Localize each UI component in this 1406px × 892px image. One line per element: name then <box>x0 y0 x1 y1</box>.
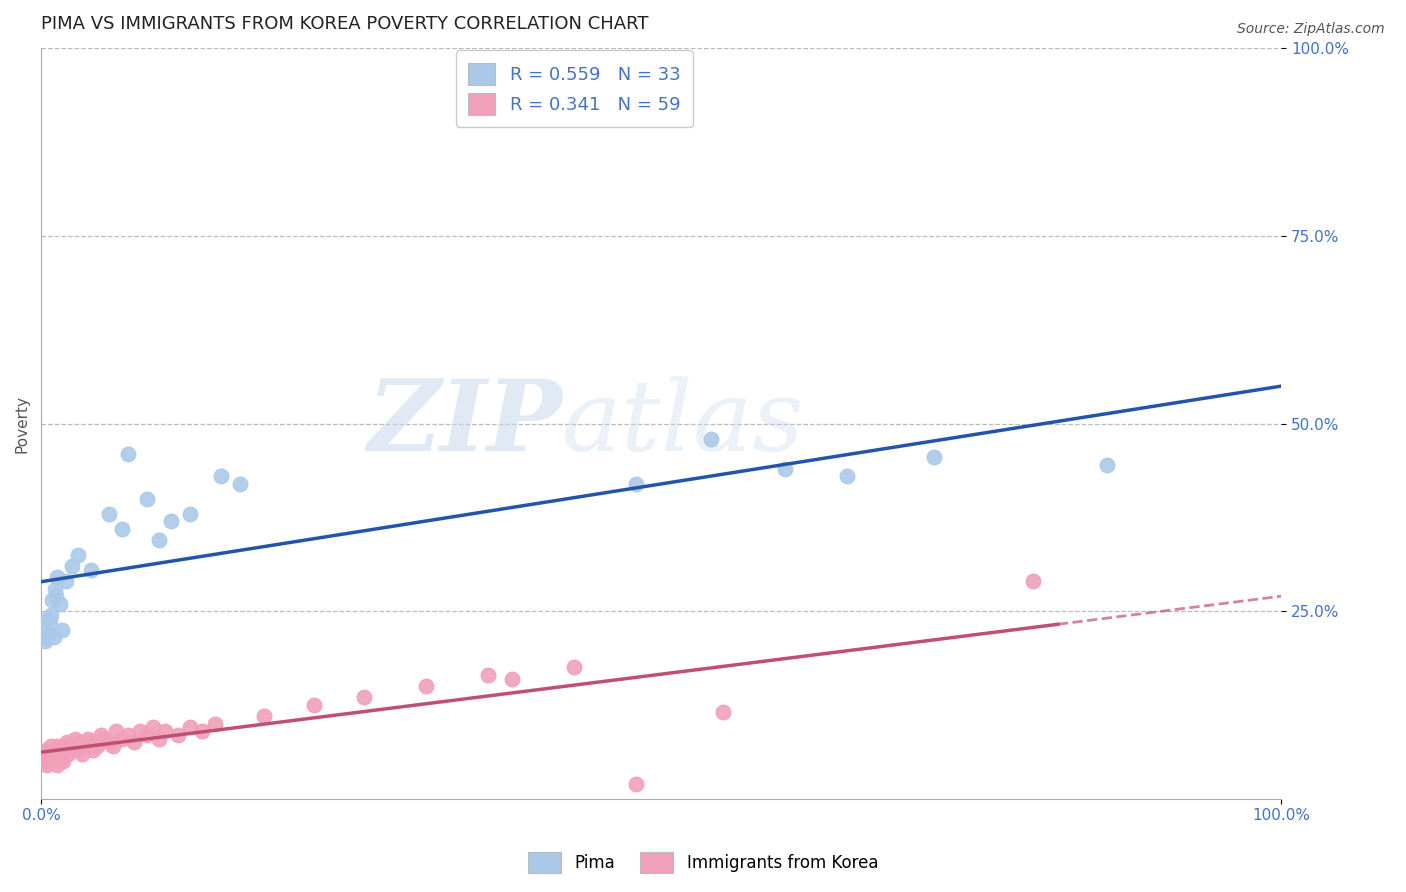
Legend: Pima, Immigrants from Korea: Pima, Immigrants from Korea <box>522 846 884 880</box>
Point <box>922 450 945 465</box>
Point <box>501 672 523 686</box>
Point <box>111 522 134 536</box>
Point <box>39 739 62 754</box>
Text: atlas: atlas <box>562 376 804 471</box>
Point <box>38 747 60 761</box>
Point <box>117 447 139 461</box>
Point <box>142 721 165 735</box>
Point <box>38 615 60 630</box>
Point <box>153 724 176 739</box>
Point <box>228 476 250 491</box>
Point <box>98 507 121 521</box>
Point <box>90 728 112 742</box>
Point <box>204 716 226 731</box>
Point <box>562 660 585 674</box>
Point <box>45 750 67 764</box>
Point <box>37 758 59 772</box>
Text: PIMA VS IMMIGRANTS FROM KOREA POVERTY CORRELATION CHART: PIMA VS IMMIGRANTS FROM KOREA POVERTY CO… <box>41 15 648 33</box>
Point <box>104 724 127 739</box>
Point <box>51 750 73 764</box>
Point <box>773 461 796 475</box>
Point <box>69 735 91 749</box>
Point <box>1097 458 1119 472</box>
Point <box>38 626 60 640</box>
Point <box>35 631 58 645</box>
Point <box>191 724 214 739</box>
Point <box>148 731 170 746</box>
Point <box>39 607 62 622</box>
Point <box>135 728 157 742</box>
Point <box>353 690 375 705</box>
Point <box>56 735 79 749</box>
Point <box>209 469 232 483</box>
Point <box>302 698 325 712</box>
Point <box>135 491 157 506</box>
Point <box>91 731 114 746</box>
Point <box>46 570 69 584</box>
Point <box>34 634 56 648</box>
Point <box>32 623 55 637</box>
Point <box>38 750 60 764</box>
Point <box>415 679 437 693</box>
Point <box>32 750 55 764</box>
Point <box>117 728 139 742</box>
Point <box>45 589 67 603</box>
Point <box>73 739 96 754</box>
Point <box>44 582 66 596</box>
Point <box>46 758 69 772</box>
Point <box>49 747 72 761</box>
Point <box>179 721 201 735</box>
Point <box>129 724 152 739</box>
Point <box>37 612 59 626</box>
Point <box>111 731 134 746</box>
Point <box>48 739 70 754</box>
Point <box>42 631 65 645</box>
Point <box>166 728 188 742</box>
Point <box>98 735 121 749</box>
Point <box>1022 574 1045 589</box>
Point <box>48 597 70 611</box>
Point <box>48 743 70 757</box>
Point <box>35 743 58 757</box>
Point <box>55 743 77 757</box>
Point <box>31 747 53 761</box>
Point <box>477 668 499 682</box>
Point <box>77 731 100 746</box>
Point <box>626 476 648 491</box>
Point <box>60 559 83 574</box>
Point <box>835 469 858 483</box>
Point <box>53 739 76 754</box>
Point <box>58 747 80 761</box>
Point <box>55 574 77 589</box>
Point <box>34 754 56 768</box>
Text: Source: ZipAtlas.com: Source: ZipAtlas.com <box>1237 22 1385 37</box>
Point <box>41 754 63 768</box>
Legend: R = 0.559   N = 33, R = 0.341   N = 59: R = 0.559 N = 33, R = 0.341 N = 59 <box>456 50 693 128</box>
Point <box>80 563 103 577</box>
Point <box>711 706 734 720</box>
Point <box>67 548 90 562</box>
Point <box>42 743 65 757</box>
Point <box>44 747 66 761</box>
Point <box>52 754 75 768</box>
Text: ZIP: ZIP <box>367 376 562 472</box>
Point <box>70 747 93 761</box>
Point <box>253 709 276 723</box>
Point <box>179 507 201 521</box>
Point <box>82 743 104 757</box>
Point <box>626 777 648 791</box>
Point <box>86 739 108 754</box>
Point <box>80 735 103 749</box>
Point <box>66 743 89 757</box>
Point <box>148 533 170 547</box>
Point <box>41 593 63 607</box>
Point <box>160 514 183 528</box>
Point <box>51 623 73 637</box>
Point <box>699 432 721 446</box>
Point <box>101 739 124 754</box>
Point <box>63 731 86 746</box>
Y-axis label: Poverty: Poverty <box>15 394 30 452</box>
Point <box>60 739 83 754</box>
Point <box>122 735 145 749</box>
